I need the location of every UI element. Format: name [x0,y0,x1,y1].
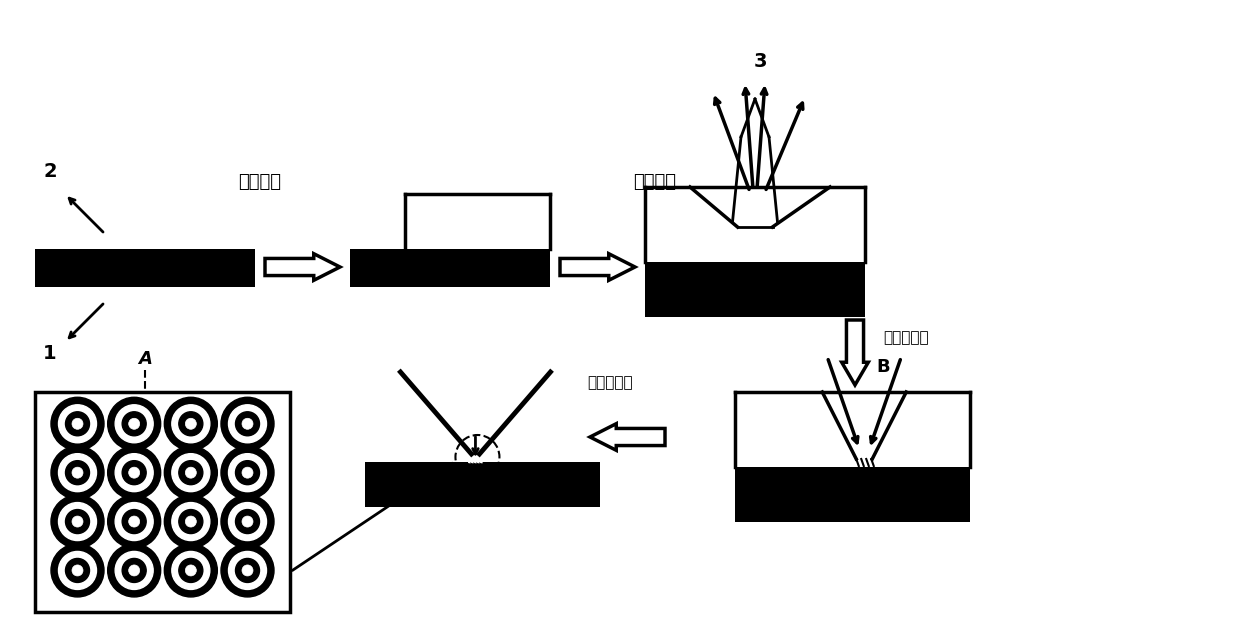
Circle shape [242,565,253,576]
Circle shape [165,544,217,597]
Circle shape [66,559,89,582]
Circle shape [165,495,217,548]
Circle shape [236,412,259,436]
Circle shape [236,461,259,485]
Text: A: A [138,350,153,368]
Circle shape [72,419,83,429]
Circle shape [66,461,89,485]
Circle shape [172,404,210,443]
Bar [350,249,551,287]
Circle shape [115,551,154,589]
Circle shape [51,397,104,450]
Circle shape [58,454,97,492]
Circle shape [115,404,154,443]
Circle shape [221,544,274,597]
Circle shape [165,397,217,450]
Text: 1: 1 [43,344,57,363]
Circle shape [108,544,161,597]
Polygon shape [842,320,868,385]
Circle shape [221,446,274,499]
Circle shape [66,412,89,436]
Circle shape [72,565,83,576]
Circle shape [51,446,104,499]
Circle shape [108,446,161,499]
Circle shape [221,397,274,450]
Circle shape [172,551,210,589]
Circle shape [123,510,146,534]
Circle shape [228,551,267,589]
Text: 聚焦离子束: 聚焦离子束 [588,375,632,390]
Circle shape [179,510,203,534]
Polygon shape [265,254,340,281]
Circle shape [58,551,97,589]
Circle shape [123,412,146,436]
Circle shape [123,559,146,582]
Circle shape [129,516,140,527]
Text: 2: 2 [43,162,57,181]
Circle shape [58,404,97,443]
Text: B: B [877,358,890,376]
Circle shape [58,503,97,541]
Polygon shape [560,254,635,281]
Circle shape [108,397,161,450]
Circle shape [228,454,267,492]
Circle shape [185,565,196,576]
Bar [35,392,290,612]
Circle shape [179,461,203,485]
Circle shape [123,461,146,485]
Circle shape [185,516,196,527]
Circle shape [51,544,104,597]
Circle shape [115,454,154,492]
Circle shape [172,454,210,492]
Circle shape [129,467,140,478]
Circle shape [108,495,161,548]
Circle shape [185,467,196,478]
Circle shape [165,446,217,499]
Circle shape [179,559,203,582]
Circle shape [51,495,104,548]
Circle shape [228,503,267,541]
Circle shape [172,503,210,541]
Circle shape [66,510,89,534]
Circle shape [185,419,196,429]
Text: 聚焦离子束: 聚焦离子束 [883,330,929,345]
Circle shape [242,516,253,527]
Circle shape [242,467,253,478]
Circle shape [236,559,259,582]
Bar [645,262,866,317]
Text: 3: 3 [753,52,766,71]
Bar [35,249,255,287]
Bar [735,467,970,522]
Polygon shape [590,424,665,450]
Bar [365,462,600,507]
Circle shape [228,404,267,443]
Text: 湿法刻蚀: 湿法刻蚀 [238,173,281,191]
Circle shape [115,503,154,541]
Circle shape [179,412,203,436]
Circle shape [129,419,140,429]
Circle shape [72,467,83,478]
Circle shape [242,419,253,429]
Circle shape [221,495,274,548]
Circle shape [236,510,259,534]
Text: 金属溅射: 金属溅射 [634,173,677,191]
Circle shape [129,565,140,576]
Circle shape [72,516,83,527]
